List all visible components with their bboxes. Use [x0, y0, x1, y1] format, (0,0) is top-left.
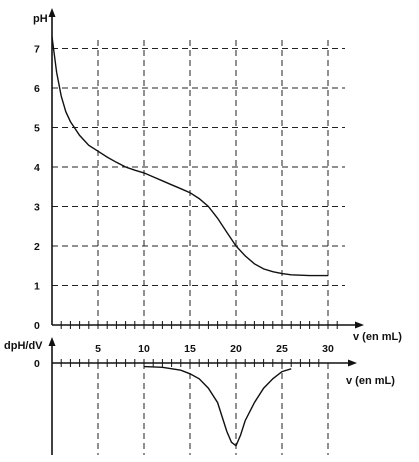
derivative-chart-ticks: 5 10 15 20 25 30 0 [34, 343, 334, 370]
ph-y-tick-label: 0 [34, 320, 40, 332]
ph-y-tick-label: 4 [34, 162, 40, 174]
ph-x-axis-label: v (en mL) [353, 331, 402, 343]
x-tick-label: 20 [230, 343, 242, 355]
x-tick-label: 15 [184, 343, 196, 355]
ph-chart-ticks: 0 1 2 3 4 5 6 7 [34, 44, 338, 332]
ph-y-axis-label: pH [33, 13, 48, 25]
derivative-y-tick-label: 0 [34, 358, 40, 370]
x-tick-label: 25 [276, 343, 288, 355]
ph-curve [51, 36, 328, 277]
ph-x-axis-arrow [355, 321, 364, 329]
x-tick-label: 5 [95, 343, 101, 355]
derivative-x-axis-label: v (en mL) [346, 375, 395, 387]
ph-y-tick-label: 7 [34, 44, 40, 56]
derivative-curve [143, 365, 292, 447]
ph-chart-grid [52, 40, 345, 325]
derivative-y-axis-label: dpH/dV [4, 340, 43, 352]
x-tick-label: 10 [138, 343, 150, 355]
ph-chart-axes [48, 8, 364, 329]
ph-y-tick-label: 6 [34, 83, 40, 95]
derivative-chart-grid [97, 363, 329, 455]
derivative-x-axis-arrow [348, 359, 357, 367]
ph-y-axis-arrow [48, 8, 56, 17]
ph-y-tick-label: 2 [34, 241, 40, 253]
ph-y-tick-label: 5 [34, 123, 40, 135]
derivative-y-axis-arrow [48, 337, 56, 346]
ph-y-tick-label: 1 [34, 281, 40, 293]
ph-y-tick-label: 3 [34, 202, 40, 214]
x-tick-label: 30 [322, 343, 334, 355]
